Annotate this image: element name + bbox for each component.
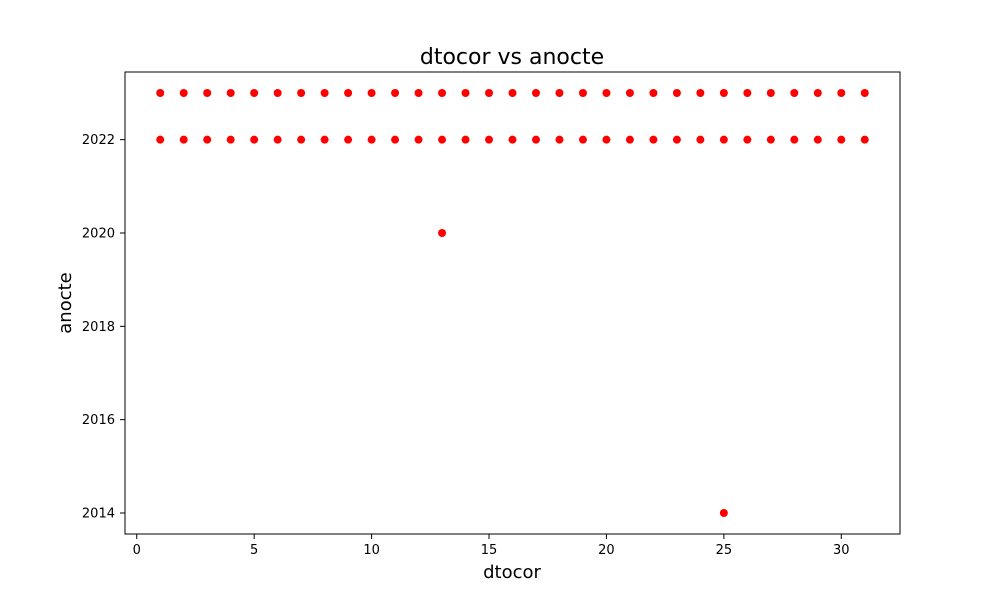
data-point [250, 89, 259, 97]
data-point [250, 135, 259, 144]
data-point [602, 135, 611, 144]
data-point [766, 89, 775, 97]
y-tick-label: 2020 [82, 227, 115, 242]
x-tick-label: 15 [481, 543, 498, 558]
x-tick-label: 25 [716, 543, 733, 558]
data-point [860, 135, 869, 144]
x-axis: 0 5 10 15 20 25 30 [133, 534, 850, 558]
data-point [508, 135, 517, 144]
data-point [625, 89, 634, 97]
data-point [696, 89, 705, 97]
data-point [602, 89, 611, 97]
y-tick-label: 2022 [82, 133, 115, 148]
y-tick-label: 2016 [82, 413, 115, 428]
data-point [438, 89, 447, 97]
data-point [226, 135, 235, 144]
plot-area [124, 71, 901, 535]
data-point [837, 89, 846, 97]
data-point [438, 135, 447, 144]
data-point [531, 135, 540, 144]
y-tick-label: 2018 [82, 320, 115, 335]
data-point [179, 135, 188, 144]
data-point [555, 135, 564, 144]
data-point [414, 135, 423, 144]
x-tick-label: 30 [833, 543, 850, 558]
data-point [367, 89, 376, 97]
data-point [531, 89, 540, 97]
data-point [790, 135, 799, 144]
data-point [156, 89, 165, 97]
data-point [226, 89, 235, 97]
x-tick-label: 0 [133, 543, 141, 558]
data-point [179, 89, 188, 97]
data-point [344, 135, 353, 144]
data-point [320, 89, 329, 97]
y-axis: 2014 2016 2018 2020 2022 [82, 133, 125, 522]
x-tick-label: 10 [363, 543, 380, 558]
data-point [790, 89, 799, 97]
x-axis-label: dtocor [483, 562, 541, 583]
data-point [344, 89, 353, 97]
data-point [578, 89, 587, 97]
data-point [719, 509, 728, 517]
data-point [860, 89, 869, 97]
data-point [391, 135, 400, 144]
data-point [485, 135, 494, 144]
data-point [672, 89, 681, 97]
data-point [320, 135, 329, 144]
data-point [156, 135, 165, 144]
chart-title: dtocor vs anocte [420, 45, 604, 70]
data-points [156, 89, 869, 517]
data-point [743, 89, 752, 97]
data-point [391, 89, 400, 97]
y-axis-label: anocte [55, 272, 76, 333]
y-tick-label: 2014 [82, 507, 115, 522]
data-point [696, 135, 705, 144]
data-point [719, 135, 728, 144]
data-point [555, 89, 564, 97]
data-point [273, 135, 282, 144]
data-point [578, 135, 587, 144]
data-point [203, 135, 212, 144]
data-point [625, 135, 634, 144]
data-point [508, 89, 517, 97]
data-point [438, 229, 447, 237]
data-point [766, 135, 775, 144]
data-point [672, 135, 681, 144]
data-point [485, 89, 494, 97]
data-point [367, 135, 376, 144]
data-point [461, 135, 470, 144]
data-point [743, 135, 752, 144]
data-point [649, 89, 658, 97]
data-point [837, 135, 846, 144]
data-point [719, 89, 728, 97]
x-tick-label: 20 [598, 543, 615, 558]
data-point [297, 89, 306, 97]
data-point [649, 135, 658, 144]
data-point [461, 89, 470, 97]
data-point [414, 89, 423, 97]
x-tick-label: 5 [250, 543, 258, 558]
data-point [297, 135, 306, 144]
data-point [813, 135, 822, 144]
data-point [203, 89, 212, 97]
data-point [273, 89, 282, 97]
data-point [813, 89, 822, 97]
